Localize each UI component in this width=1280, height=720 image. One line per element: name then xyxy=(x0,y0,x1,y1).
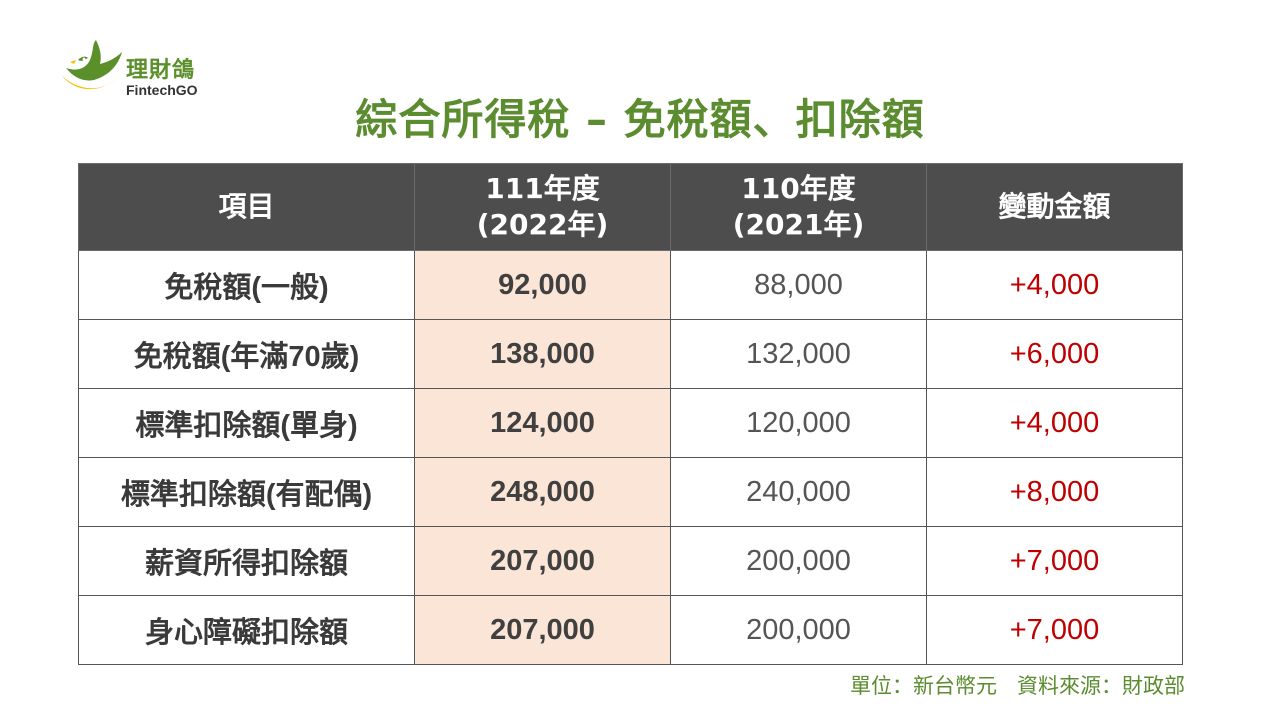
cell-2022: 207,000 xyxy=(414,595,671,665)
logo: 理財鴿 FintechGO xyxy=(56,38,226,104)
cell-item: 免稅額(年滿70歲) xyxy=(78,319,415,389)
cell-2022: 207,000 xyxy=(414,526,671,596)
dove-icon xyxy=(62,40,122,90)
table-row: 身心障礙扣除額 207,000 200,000 +7,000 xyxy=(78,595,1183,665)
header-2021-line1: 110年度 xyxy=(741,172,856,205)
cell-item: 標準扣除額(有配偶) xyxy=(78,457,415,527)
cell-change: +8,000 xyxy=(926,457,1183,527)
cell-2021: 88,000 xyxy=(670,250,927,320)
header-change: 變動金額 xyxy=(926,163,1183,251)
header-2021: 110年度 (2021年) xyxy=(670,163,927,251)
page-title: 綜合所得稅 – 免稅額、扣除額 xyxy=(355,95,925,144)
header-item-label: 項目 xyxy=(218,190,275,223)
header-2022: 111年度 (2022年) xyxy=(414,163,671,251)
cell-2021: 132,000 xyxy=(670,319,927,389)
cell-change: +6,000 xyxy=(926,319,1183,389)
cell-2021: 200,000 xyxy=(670,595,927,665)
cell-item: 身心障礙扣除額 xyxy=(78,595,415,665)
cell-change: +7,000 xyxy=(926,595,1183,665)
table-row: 免稅額(一般) 92,000 88,000 +4,000 xyxy=(78,250,1183,320)
deduction-table: 項目 111年度 (2022年) 110年度 (2021年) 變動金額 免稅額(… xyxy=(78,163,1183,665)
table-row: 標準扣除額(有配偶) 248,000 240,000 +8,000 xyxy=(78,457,1183,527)
table-row: 薪資所得扣除額 207,000 200,000 +7,000 xyxy=(78,526,1183,596)
table-row: 標準扣除額(單身) 124,000 120,000 +4,000 xyxy=(78,388,1183,458)
source-footnote: 單位：新台幣元 資料來源：財政部 xyxy=(849,674,1185,698)
cell-change: +4,000 xyxy=(926,250,1183,320)
logo-name-cn: 理財鴿 xyxy=(126,58,196,83)
cell-2022: 92,000 xyxy=(414,250,671,320)
header-2022-line1: 111年度 xyxy=(485,172,600,205)
cell-change: +7,000 xyxy=(926,526,1183,596)
cell-2021: 200,000 xyxy=(670,526,927,596)
header-item: 項目 xyxy=(78,163,415,251)
cell-2021: 120,000 xyxy=(670,388,927,458)
cell-item: 標準扣除額(單身) xyxy=(78,388,415,458)
header-change-label: 變動金額 xyxy=(998,190,1111,223)
cell-2021: 240,000 xyxy=(670,457,927,527)
cell-2022: 248,000 xyxy=(414,457,671,527)
header-2021-line2: (2021年) xyxy=(732,208,865,241)
cell-item: 薪資所得扣除額 xyxy=(78,526,415,596)
cell-2022: 124,000 xyxy=(414,388,671,458)
cell-2022: 138,000 xyxy=(414,319,671,389)
cell-change: +4,000 xyxy=(926,388,1183,458)
table-row: 免稅額(年滿70歲) 138,000 132,000 +6,000 xyxy=(78,319,1183,389)
header-2022-line2: (2022年) xyxy=(476,208,609,241)
logo-name-en: FintechGO xyxy=(126,82,198,98)
table-header-row: 項目 111年度 (2022年) 110年度 (2021年) 變動金額 xyxy=(78,163,1183,251)
cell-item: 免稅額(一般) xyxy=(78,250,415,320)
